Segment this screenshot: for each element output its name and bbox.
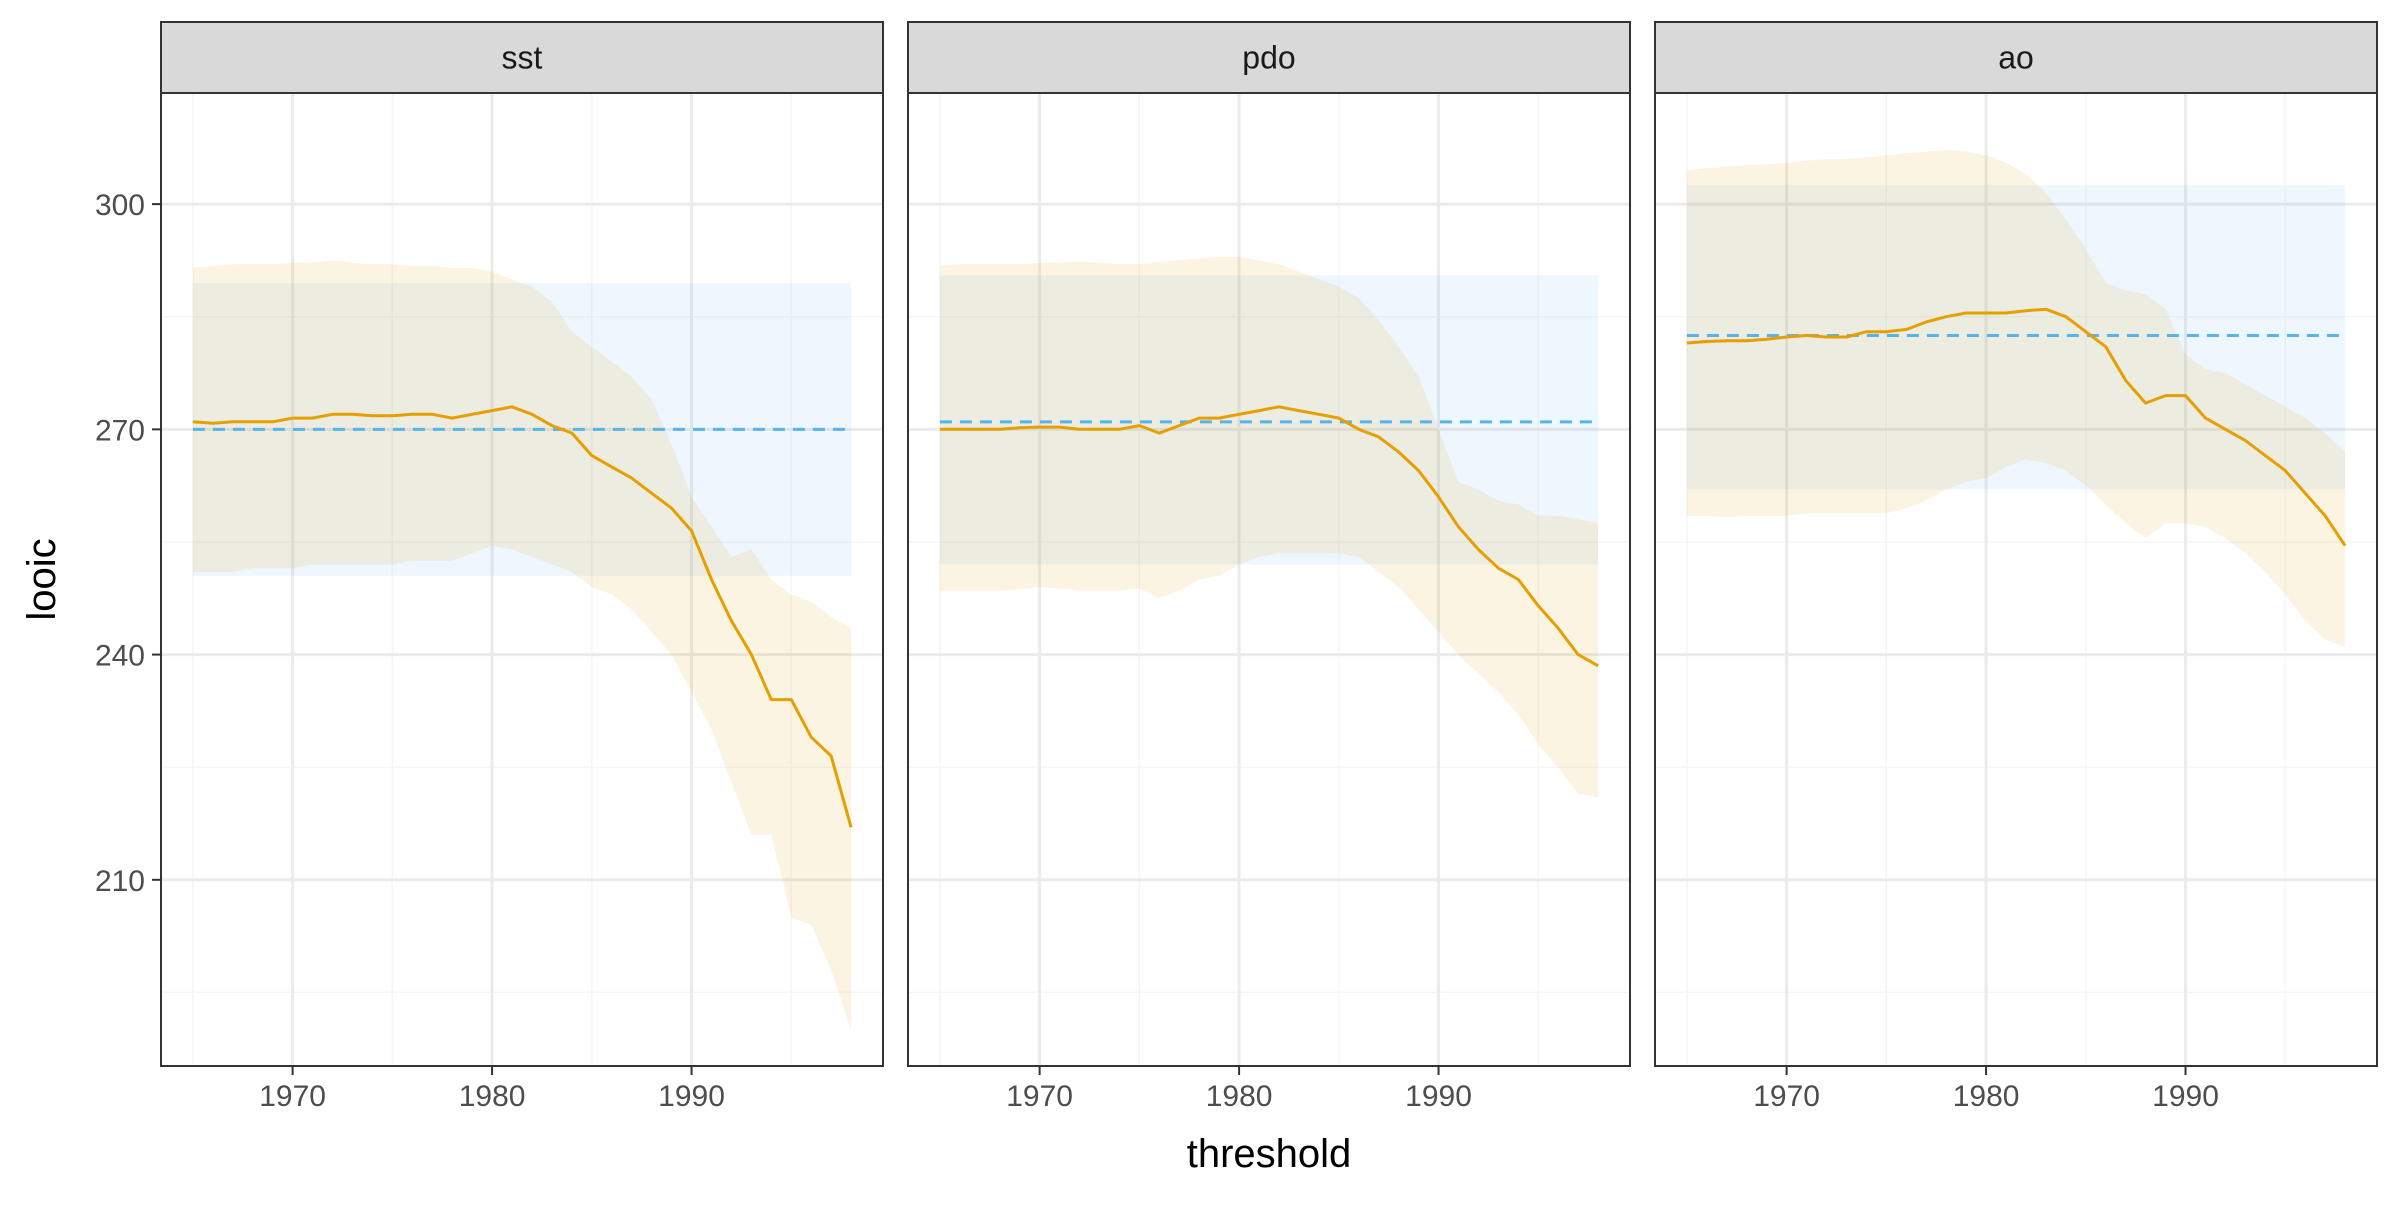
x-tick-label: 1970	[259, 1080, 326, 1113]
looic-ribbon	[1686, 150, 2346, 648]
looic-line	[939, 405, 1599, 668]
panel-background	[161, 93, 883, 1066]
facet-strip	[160, 21, 884, 94]
panel-background	[1655, 93, 2377, 1066]
y-tick-label: 210	[95, 865, 145, 898]
x-tick-label: 1980	[1953, 1080, 2020, 1113]
looic-line	[1686, 307, 2347, 547]
x-axis-title: threshold	[1187, 1132, 1352, 1176]
facet-strip-label: pdo	[1242, 40, 1295, 76]
looic-ribbon	[939, 256, 1599, 798]
y-tick-label: 270	[95, 414, 145, 447]
x-tick-label: 1980	[1206, 1080, 1273, 1113]
x-tick-label: 1990	[1405, 1080, 1472, 1113]
y-tick-label: 240	[95, 640, 145, 673]
facet-strip	[1654, 21, 2378, 94]
panel-background	[908, 93, 1630, 1066]
looic-ribbon	[192, 260, 852, 1030]
x-tick-label: 1980	[459, 1080, 526, 1113]
baseline-uncertainty-band	[939, 275, 1599, 565]
x-tick-label: 1990	[2152, 1080, 2219, 1113]
y-axis-title: looic	[20, 538, 64, 620]
facet-panel-pdo: pdo 1970 1980 1990	[907, 21, 1631, 1113]
facet-strip	[907, 21, 1631, 94]
x-tick-label: 1970	[1753, 1080, 1820, 1113]
facet-panel-ao: ao 1970 1980 1990	[1654, 21, 2378, 1113]
y-tick-label: 300	[95, 189, 145, 222]
facet-strip-label: ao	[1998, 40, 2034, 76]
facet-strip-label: sst	[502, 40, 543, 76]
x-tick-label: 1970	[1006, 1080, 1073, 1113]
looic-line	[192, 405, 853, 828]
facet-panel-sst: sst 1970 1980 1990	[160, 21, 884, 1113]
x-tick-label: 1990	[658, 1080, 725, 1113]
